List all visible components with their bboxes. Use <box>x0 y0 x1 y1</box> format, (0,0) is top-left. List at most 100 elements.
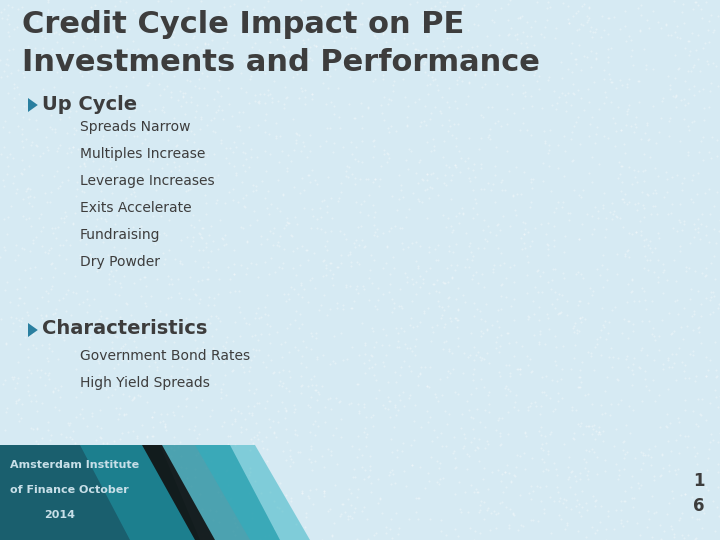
Point <box>210 312 222 320</box>
Point <box>459 434 471 442</box>
Point <box>43 468 55 476</box>
Point <box>175 68 186 76</box>
Point <box>154 14 166 23</box>
Point <box>452 334 464 343</box>
Point <box>314 204 325 212</box>
Point <box>680 405 691 414</box>
Point <box>514 490 526 499</box>
Point <box>31 366 42 374</box>
Point <box>508 109 520 117</box>
Point <box>627 503 639 511</box>
Point <box>235 84 247 92</box>
Point <box>638 287 649 295</box>
Point <box>526 516 537 524</box>
Point <box>688 63 699 72</box>
Point <box>503 30 515 38</box>
Point <box>376 9 387 18</box>
Point <box>189 335 200 344</box>
Point <box>309 248 320 257</box>
Point <box>337 500 348 508</box>
Point <box>146 494 158 502</box>
Point <box>508 294 520 303</box>
Point <box>359 400 370 408</box>
Point <box>508 191 519 199</box>
Point <box>252 336 264 345</box>
Point <box>229 287 240 296</box>
Point <box>586 400 598 409</box>
Point <box>696 395 707 403</box>
Point <box>664 498 675 507</box>
Point <box>366 251 377 259</box>
Point <box>7 319 19 328</box>
Point <box>304 178 315 186</box>
Point <box>65 419 76 428</box>
Point <box>352 485 364 494</box>
Point <box>572 86 584 94</box>
Point <box>55 464 66 473</box>
Point <box>678 534 690 540</box>
Point <box>343 163 355 172</box>
Point <box>456 42 467 50</box>
Point <box>512 29 523 38</box>
Point <box>166 279 178 288</box>
Point <box>215 138 226 147</box>
Point <box>711 372 720 381</box>
Point <box>526 198 537 206</box>
Point <box>443 242 454 251</box>
Point <box>516 59 528 68</box>
Point <box>384 396 396 405</box>
Point <box>20 44 32 53</box>
Point <box>709 386 720 394</box>
Point <box>548 208 559 217</box>
Point <box>473 508 485 517</box>
Point <box>434 475 446 483</box>
Point <box>517 522 528 530</box>
Point <box>181 12 192 21</box>
Point <box>224 494 235 503</box>
Point <box>407 189 418 198</box>
Point <box>243 123 255 131</box>
Point <box>89 34 101 43</box>
Point <box>462 46 474 55</box>
Point <box>13 410 24 418</box>
Point <box>679 490 690 498</box>
Point <box>334 227 346 235</box>
Point <box>175 293 186 302</box>
Point <box>690 534 702 540</box>
Point <box>537 177 549 185</box>
Point <box>79 320 91 328</box>
Point <box>640 61 652 70</box>
Point <box>494 323 505 332</box>
Point <box>205 116 217 124</box>
Point <box>229 414 240 423</box>
Point <box>391 206 402 215</box>
Point <box>446 273 458 282</box>
Point <box>125 264 137 272</box>
Point <box>120 478 131 487</box>
Point <box>158 487 170 496</box>
Point <box>24 506 35 515</box>
Point <box>1 55 13 63</box>
Point <box>65 107 76 116</box>
Point <box>86 521 98 530</box>
Point <box>516 12 528 21</box>
Point <box>644 244 655 252</box>
Point <box>681 322 693 330</box>
Point <box>222 439 234 448</box>
Point <box>559 274 570 282</box>
Point <box>213 57 225 66</box>
Point <box>204 222 216 231</box>
Point <box>266 94 277 103</box>
Point <box>473 457 485 465</box>
Point <box>43 343 55 352</box>
Point <box>514 365 526 374</box>
Point <box>548 86 559 95</box>
Point <box>142 62 153 70</box>
Point <box>476 496 487 505</box>
Point <box>674 199 685 208</box>
Point <box>636 188 648 197</box>
Point <box>482 133 494 141</box>
Point <box>222 84 234 93</box>
Point <box>471 2 482 10</box>
Point <box>304 428 315 436</box>
